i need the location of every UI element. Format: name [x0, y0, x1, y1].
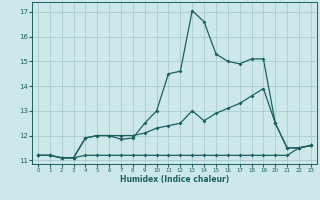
- X-axis label: Humidex (Indice chaleur): Humidex (Indice chaleur): [120, 175, 229, 184]
